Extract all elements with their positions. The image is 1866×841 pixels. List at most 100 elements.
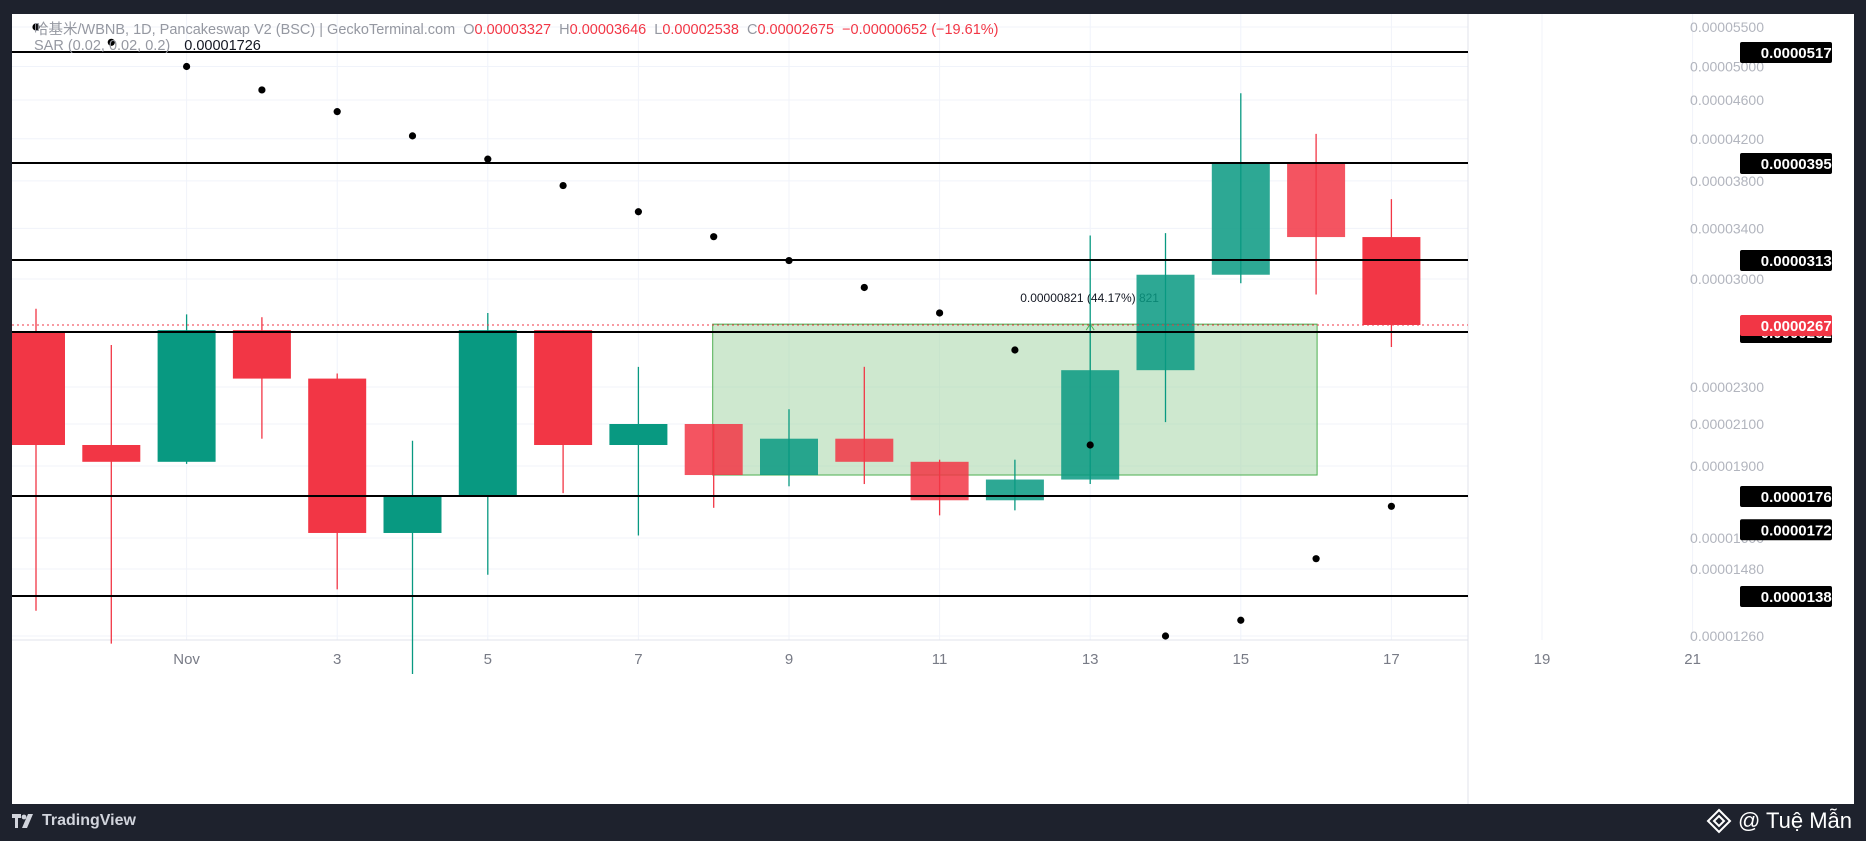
- candle-body: [1362, 237, 1421, 325]
- sar-dot: [634, 208, 643, 216]
- time-axis[interactable]: Nov 3 5 7 9 11 13 15 17 19 21: [173, 651, 1701, 668]
- binance-diamond-icon: [1706, 808, 1732, 834]
- candle-body: [910, 461, 969, 501]
- candle-body: [157, 330, 216, 462]
- sar-marker-badge: [1740, 519, 1832, 541]
- candle-body: [609, 424, 668, 445]
- legend-open-value: 0.00003327: [474, 22, 552, 38]
- time-tick-label: 5: [484, 651, 492, 668]
- level-label: 0.00001767: [1761, 489, 1840, 506]
- sar-label: SAR (0.02, 0.02, 0.2): [34, 38, 171, 54]
- price-tick-label: 0.00004600: [1690, 92, 1764, 108]
- candle-body: [684, 424, 743, 476]
- time-tick-label: 15: [1232, 651, 1249, 668]
- candle-body: [232, 330, 291, 379]
- tradingview-logo-icon: [12, 814, 33, 828]
- candle-body: [534, 330, 593, 445]
- sar-dot: [559, 181, 567, 190]
- legend-close-value: 0.00002675: [757, 22, 835, 38]
- legend-change: −0.00000652 (−19.61%): [842, 22, 999, 38]
- legend-open-label: O: [463, 22, 475, 38]
- legend-high-label: H: [559, 22, 570, 38]
- legend-symbol: 哈基米/WBNB, 1D, Pancakeswap V2 (BSC) | Gec…: [34, 22, 456, 38]
- horizontal-levels[interactable]: [12, 51, 1468, 597]
- sar-dot: [484, 155, 492, 163]
- time-tick-label: 21: [1684, 651, 1701, 668]
- time-tick-label: 11: [932, 651, 948, 668]
- candle-body: [82, 445, 141, 462]
- sar-dot: [860, 283, 868, 292]
- sar-dot: [785, 256, 793, 265]
- candle-body: [1136, 274, 1195, 371]
- grid: [12, 14, 1694, 804]
- price-tick-label: 0.00003800: [1690, 173, 1764, 189]
- level-badge: [1740, 586, 1832, 607]
- candle-body: [1211, 162, 1270, 275]
- sar-dot: [1161, 632, 1170, 640]
- tradingview-brand[interactable]: TradingView: [12, 806, 136, 836]
- price-tick-label: 0.00001900: [1690, 458, 1764, 474]
- candle-body: [760, 438, 818, 476]
- tradingview-text: TradingView: [42, 812, 136, 829]
- level-label: 0.00001387: [1761, 589, 1840, 606]
- legend-high-value: 0.00003646: [569, 22, 647, 38]
- sar-dot: [1011, 346, 1019, 354]
- time-tick-label: 13: [1082, 651, 1099, 668]
- price-tick-label: 0.00002100: [1690, 416, 1764, 432]
- legend-low-value: 0.00002538: [662, 22, 739, 38]
- candle-body: [12, 332, 65, 445]
- candle-body: [308, 378, 367, 533]
- price-tick-label: 0.00003000: [1690, 271, 1764, 287]
- time-tick-label: 17: [1383, 651, 1400, 668]
- sar-dot: [32, 23, 40, 31]
- chart-area[interactable]: 0.00000821 (44.17%) 821 0.000055000.0000…: [12, 14, 1854, 804]
- sar-dot: [408, 132, 417, 140]
- candle-body: [458, 330, 517, 496]
- sar-dot: [1387, 502, 1395, 510]
- author-watermark: @ Tuệ Mẫn: [1706, 806, 1852, 836]
- sar-dot: [710, 233, 718, 241]
- price-tick-label: 0.00003400: [1690, 220, 1764, 236]
- candles: [12, 93, 1421, 674]
- last-price-badge: [1740, 315, 1832, 336]
- legend-close-label: C: [746, 22, 758, 38]
- candle-body: [835, 438, 894, 462]
- legend-sar: SAR (0.02, 0.02, 0.2) 0.00001726: [34, 38, 265, 54]
- sar-dot: [107, 38, 115, 46]
- sar-dot: [333, 108, 341, 116]
- level-badge: [1740, 42, 1832, 63]
- sar-dot: [183, 62, 191, 71]
- level-label: 0.00005173: [1761, 45, 1840, 62]
- sar-dot: [1312, 555, 1320, 563]
- time-tick-label: Nov: [173, 651, 200, 668]
- time-tick-label: 19: [1534, 651, 1551, 668]
- time-tick-label: 9: [785, 651, 793, 668]
- candle-body: [383, 496, 442, 533]
- price-tick-label: 0.00002300: [1690, 379, 1764, 395]
- level-label: 0.00003950: [1761, 156, 1840, 173]
- time-tick-label: 7: [634, 651, 642, 668]
- candle-body: [1061, 370, 1120, 480]
- candle-body: [985, 479, 1044, 501]
- level-badge: [1740, 486, 1832, 507]
- legend-low-label: L: [654, 22, 663, 38]
- price-tick-label: 0.00001260: [1690, 628, 1764, 644]
- sar-dots: [32, 23, 1395, 640]
- sar-dot: [1237, 616, 1245, 624]
- price-tick-label: 0.00001480: [1690, 561, 1764, 577]
- sar-marker-label: 0.00001726: [1761, 522, 1840, 539]
- author-name: @ Tuệ Mẫn: [1737, 808, 1852, 833]
- level-badge: [1740, 250, 1832, 271]
- sar-dot: [258, 86, 266, 94]
- time-tick-label: 3: [333, 651, 341, 668]
- candle-body: [1287, 162, 1346, 238]
- level-label: 0.00003134: [1761, 253, 1841, 270]
- price-tick-label: 0.00005500: [1690, 19, 1764, 35]
- chart-svg[interactable]: 0.00000821 (44.17%) 821 0.000055000.0000…: [12, 14, 1854, 804]
- legend-ohlc: 哈基米/WBNB, 1D, Pancakeswap V2 (BSC) | Gec…: [34, 18, 1003, 39]
- sar-dot: [1086, 441, 1094, 449]
- price-axis[interactable]: 0.000055000.000050000.000046000.00004200…: [1690, 19, 1841, 644]
- sar-value: 0.00001726: [184, 38, 261, 54]
- sar-dot: [936, 309, 944, 317]
- price-tick-label: 0.00004200: [1690, 131, 1764, 147]
